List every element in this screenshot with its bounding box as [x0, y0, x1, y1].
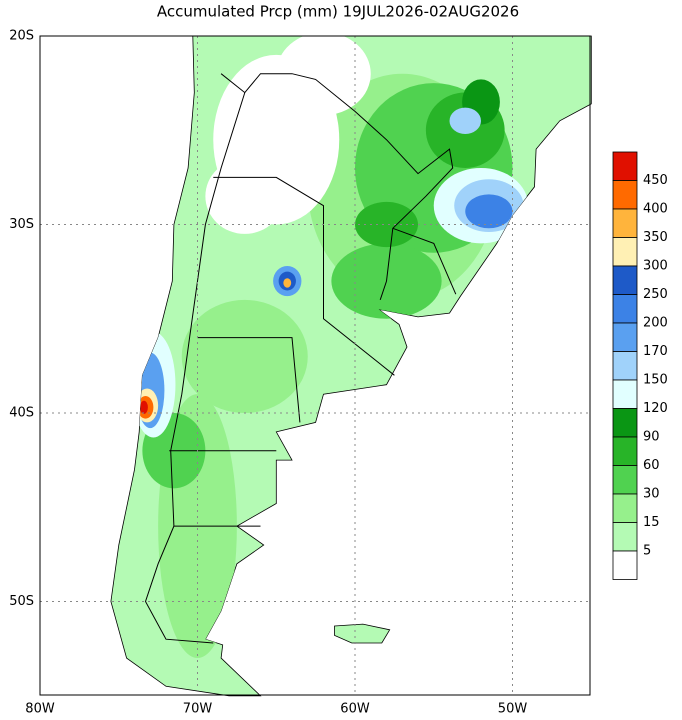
legend: 450 400 350 300 250 200 170 150 120 90 60 30 15 5 [612, 151, 668, 580]
border-line [213, 176, 395, 376]
legend-swatch [612, 522, 638, 552]
legend-swatch [612, 265, 638, 295]
precip-field [131, 36, 529, 659]
map-frame [39, 35, 591, 696]
legend-swatch [612, 237, 638, 267]
legend-label: 15 [643, 515, 660, 530]
legend-label: 250 [643, 287, 668, 302]
field-dry [276, 36, 371, 116]
legend-swatch [612, 465, 638, 495]
legend-label: 30 [643, 487, 660, 502]
field-350 [283, 278, 292, 288]
legend-label: 170 [643, 344, 668, 359]
legend-swatch [612, 550, 638, 580]
legend-swatch [612, 294, 638, 324]
legend-label: 90 [643, 430, 660, 445]
field-dry [205, 158, 285, 234]
legend-swatch [612, 493, 638, 523]
map-title: Accumulated Prcp (mm) 19JUL2026-02AUG202… [157, 3, 519, 21]
legend-label: 5 [643, 544, 651, 559]
field-60 [355, 201, 418, 248]
legend-label: 200 [643, 316, 668, 331]
legend-swatch [612, 351, 638, 381]
lat-label: 20S [9, 29, 34, 44]
legend-label: 120 [643, 401, 668, 416]
legend-swatch [612, 322, 638, 352]
border-line [144, 92, 246, 644]
grid: 20S 30S 40S 50S 80W 70W 60W 50W [9, 29, 590, 717]
lat-label: 40S [9, 406, 34, 421]
legend-label: 60 [643, 458, 660, 473]
border-line [392, 227, 457, 295]
field-450 [140, 400, 148, 414]
field-15 [181, 299, 308, 414]
lon-label: 70W [183, 702, 213, 717]
lat-label: 30S [9, 217, 34, 232]
lon-label: 60W [340, 702, 370, 717]
border-line [220, 73, 454, 301]
legend-label: 400 [643, 202, 668, 217]
lon-label: 80W [25, 702, 55, 717]
field-200 [465, 194, 513, 229]
legend-label: 150 [643, 373, 668, 388]
legend-swatch [612, 379, 638, 409]
legend-label: 300 [643, 259, 668, 274]
lat-label: 50S [9, 594, 34, 609]
legend-swatch [612, 151, 638, 181]
borders [144, 73, 457, 644]
legend-swatch [612, 408, 638, 438]
legend-swatch [612, 180, 638, 210]
lon-label: 50W [498, 702, 528, 717]
legend-label: 450 [643, 173, 668, 188]
legend-label: 350 [643, 230, 668, 245]
legend-swatch [612, 436, 638, 466]
field-150 [449, 107, 481, 135]
border-line [197, 337, 301, 423]
legend-swatch [612, 208, 638, 238]
